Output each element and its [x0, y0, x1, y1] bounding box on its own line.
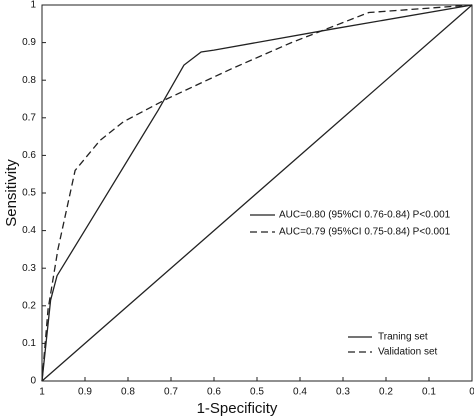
x-tick-label: 0.7	[164, 387, 178, 398]
x-tick-label: 0.2	[379, 387, 393, 398]
annotation: AUC=0.80 (95%CI 0.76-0.84) P<0.001	[279, 210, 451, 221]
x-tick-label: 0	[469, 387, 474, 398]
curve	[41, 4, 473, 382]
y-tick-label: 1	[30, 0, 36, 11]
y-tick-label: 0.9	[22, 37, 36, 48]
annotation: AUC=0.79 (95%CI 0.75-0.84) P<0.001	[279, 227, 451, 238]
x-tick-label: 0.4	[293, 387, 307, 398]
y-tick-label: 0.2	[22, 300, 36, 311]
x-tick-label: 0.6	[207, 387, 221, 398]
x-tick-label: 0.8	[121, 387, 135, 398]
curve	[41, 4, 473, 382]
curve	[41, 4, 473, 382]
y-axis-label: Sensitivity	[3, 159, 20, 227]
y-tick-label: 0.8	[22, 75, 36, 86]
x-tick-label: 0.9	[78, 387, 92, 398]
y-tick-label: 0	[30, 376, 36, 387]
y-tick-label: 0.5	[22, 188, 36, 199]
y-tick-label: 0.1	[22, 338, 36, 349]
x-tick-label: 0.1	[422, 387, 436, 398]
y-tick-label: 0.3	[22, 263, 36, 274]
y-tick-label: 0.4	[22, 225, 36, 236]
legend-label: Traning set	[378, 332, 428, 343]
x-tick-label: 0.3	[336, 387, 350, 398]
x-tick-label: 1	[39, 387, 45, 398]
y-tick-label: 0.7	[22, 112, 36, 123]
x-tick-label: 0.5	[250, 387, 264, 398]
legend-label: Validation set	[378, 347, 438, 358]
x-axis-label: 1-Specificity	[197, 400, 278, 417]
y-tick-label: 0.6	[22, 150, 36, 161]
